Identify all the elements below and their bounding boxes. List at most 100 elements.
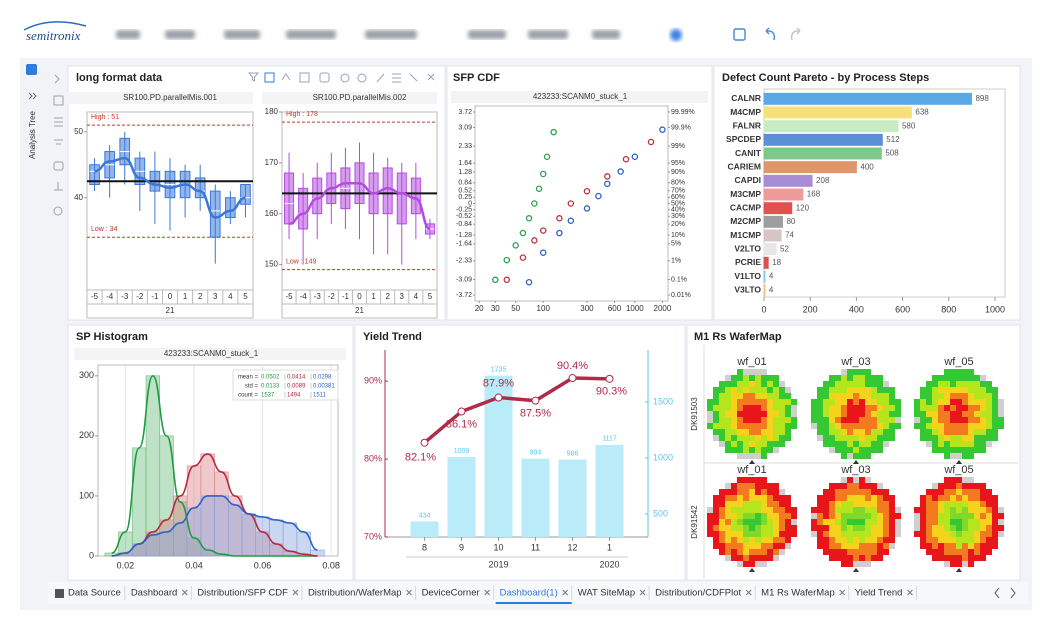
chart-toolbar[interactable] <box>247 72 435 83</box>
tab-label[interactable]: WAT SiteMap <box>578 588 635 599</box>
die <box>761 537 767 543</box>
die <box>853 507 859 513</box>
die <box>865 429 871 435</box>
die <box>865 501 871 507</box>
tab-label[interactable]: Dashboard(1) <box>500 588 558 599</box>
point <box>622 155 630 163</box>
redo-icon[interactable] <box>790 27 801 41</box>
tab-close[interactable] <box>181 589 188 596</box>
die <box>707 507 713 513</box>
sidebar-label[interactable]: Analysis Tree <box>28 110 37 159</box>
y-tick-label: 100 <box>79 490 94 500</box>
die <box>926 525 932 531</box>
die <box>841 417 847 423</box>
die <box>707 519 713 525</box>
die <box>980 543 986 549</box>
die <box>871 435 877 441</box>
tab-label[interactable]: Yield Trend <box>855 588 903 599</box>
die <box>968 423 974 429</box>
die <box>962 525 968 531</box>
tab-label[interactable]: M1 Rs WaferMap <box>761 588 835 599</box>
die <box>847 525 853 531</box>
die <box>817 513 823 519</box>
group-label: 21 <box>166 306 175 315</box>
die <box>749 561 755 567</box>
category-label: V2LTO <box>734 243 761 253</box>
category-label: CAPDI <box>735 175 761 185</box>
die <box>841 507 847 513</box>
die <box>829 501 835 507</box>
die <box>968 477 974 483</box>
die <box>992 393 998 399</box>
run-icon[interactable] <box>670 29 682 41</box>
die <box>853 453 859 459</box>
tab-close[interactable] <box>292 589 299 596</box>
die <box>859 519 865 525</box>
tab-next[interactable] <box>1010 587 1016 599</box>
die <box>737 489 743 495</box>
die <box>865 387 871 393</box>
die <box>749 537 755 543</box>
die <box>962 519 968 525</box>
die <box>938 525 944 531</box>
stats-box <box>232 369 339 401</box>
chart-title: 423233:SCANM0_stuck_1 <box>533 92 628 101</box>
die <box>871 525 877 531</box>
die <box>749 555 755 561</box>
die <box>841 411 847 417</box>
die <box>859 495 865 501</box>
die <box>755 453 761 459</box>
expand-icon[interactable] <box>28 92 37 100</box>
die <box>725 417 731 423</box>
tab-close[interactable] <box>745 589 752 596</box>
tab-close[interactable] <box>406 589 412 596</box>
die <box>859 381 865 387</box>
y-tick-label: 3.72 <box>458 109 472 116</box>
save-icon[interactable] <box>733 28 746 41</box>
tab-close[interactable] <box>484 589 490 596</box>
tab-prev[interactable] <box>994 587 1000 599</box>
bar <box>410 521 439 537</box>
x-tick-label: 0.06 <box>254 560 272 570</box>
tab-label[interactable]: Distribution/SFP CDF <box>197 588 288 599</box>
die <box>920 411 926 417</box>
tree-icon[interactable] <box>26 64 37 75</box>
die <box>883 393 889 399</box>
tab-close[interactable] <box>639 589 646 596</box>
die <box>877 513 883 519</box>
die <box>755 525 761 531</box>
die <box>737 393 743 399</box>
tab-close[interactable] <box>839 589 846 596</box>
tab-label[interactable]: Data Source <box>68 588 121 599</box>
tab-label[interactable]: DeviceCorner <box>422 588 480 599</box>
die <box>889 435 895 441</box>
die <box>865 477 871 483</box>
undo-icon[interactable] <box>765 27 776 41</box>
die <box>986 549 992 555</box>
tool-icons[interactable] <box>53 74 64 216</box>
stats-label: mean = <box>238 375 259 381</box>
point <box>503 256 511 264</box>
die <box>817 387 823 393</box>
die <box>980 549 986 555</box>
tab-label[interactable]: Dashboard <box>131 588 177 599</box>
tab-close[interactable] <box>907 589 913 596</box>
die <box>773 519 779 525</box>
die <box>755 489 761 495</box>
die <box>853 513 859 519</box>
die <box>968 435 974 441</box>
die <box>889 543 895 549</box>
tab-label[interactable]: Distribution/WaferMap <box>308 588 402 599</box>
category-label: M1CMP <box>730 230 761 240</box>
tab-close[interactable] <box>562 589 569 596</box>
die <box>773 489 779 495</box>
die <box>974 543 980 549</box>
die <box>773 381 779 387</box>
menu[interactable] <box>116 30 620 39</box>
die <box>938 495 944 501</box>
tab-label[interactable]: Distribution/CDFPlot <box>655 588 741 599</box>
db-icon[interactable] <box>55 589 64 598</box>
die <box>914 531 920 537</box>
die <box>817 393 823 399</box>
die <box>926 417 932 423</box>
